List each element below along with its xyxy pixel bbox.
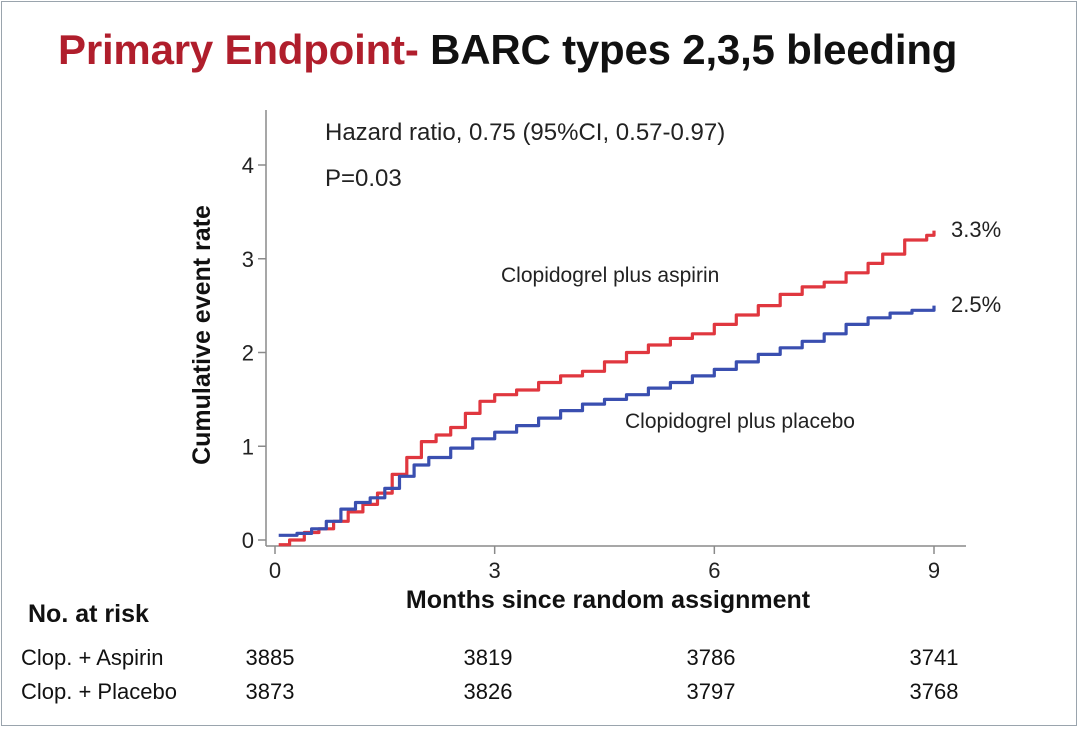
risk-row-label: Clop. + Aspirin xyxy=(21,645,164,670)
risk-count-cell: 3741 xyxy=(909,645,959,670)
risk-count-cell: 3885 xyxy=(245,645,295,670)
y-tick-label: 2 xyxy=(242,341,254,366)
aspirin-end-value-label: 3.3% xyxy=(951,217,1001,242)
y-tick-label: 4 xyxy=(242,153,254,178)
title-red-part: Primary Endpoint- xyxy=(58,26,419,73)
chart-title: Primary Endpoint- BARC types 2,3,5 bleed… xyxy=(58,26,957,74)
aspirin-series-label: Clopidogrel plus aspirin xyxy=(501,264,719,287)
x-axis-title: Months since random assignment xyxy=(406,586,811,614)
placebo-series-line xyxy=(278,305,936,537)
x-tick-label: 9 xyxy=(928,558,940,583)
y-tick-label: 3 xyxy=(242,247,254,272)
placebo-end-value-label: 2.5% xyxy=(951,292,1001,317)
risk-row-label: Clop. + Placebo xyxy=(21,679,177,704)
x-tick-label: 6 xyxy=(708,558,720,583)
risk-table-row: Clop. + Placebo 3873 3826 3797 3768 xyxy=(0,679,1080,709)
risk-count-cell: 3797 xyxy=(686,679,736,704)
risk-count-cell: 3786 xyxy=(686,645,736,670)
y-tick-label: 0 xyxy=(242,528,254,553)
y-axis-title: Cumulative event rate xyxy=(188,205,216,465)
p-value-annotation: P=0.03 xyxy=(325,165,402,192)
risk-table-row: Clop. + Aspirin 3885 3819 3786 3741 xyxy=(0,645,1080,675)
title-black-part: BARC types 2,3,5 bleeding xyxy=(418,26,958,73)
hazard-ratio-annotation: Hazard ratio, 0.75 (95%CI, 0.57-0.97) xyxy=(325,119,725,146)
risk-table-heading: No. at risk xyxy=(28,600,149,628)
x-tick-label: 3 xyxy=(489,558,501,583)
x-tick-label: 0 xyxy=(269,558,281,583)
risk-count-cell: 3819 xyxy=(463,645,513,670)
risk-count-cell: 3873 xyxy=(245,679,295,704)
risk-count-cell: 3826 xyxy=(463,679,513,704)
risk-count-cell: 3768 xyxy=(909,679,959,704)
aspirin-series-line xyxy=(278,230,936,547)
placebo-series-label: Clopidogrel plus placebo xyxy=(625,410,855,433)
y-tick-label: 1 xyxy=(242,434,254,459)
